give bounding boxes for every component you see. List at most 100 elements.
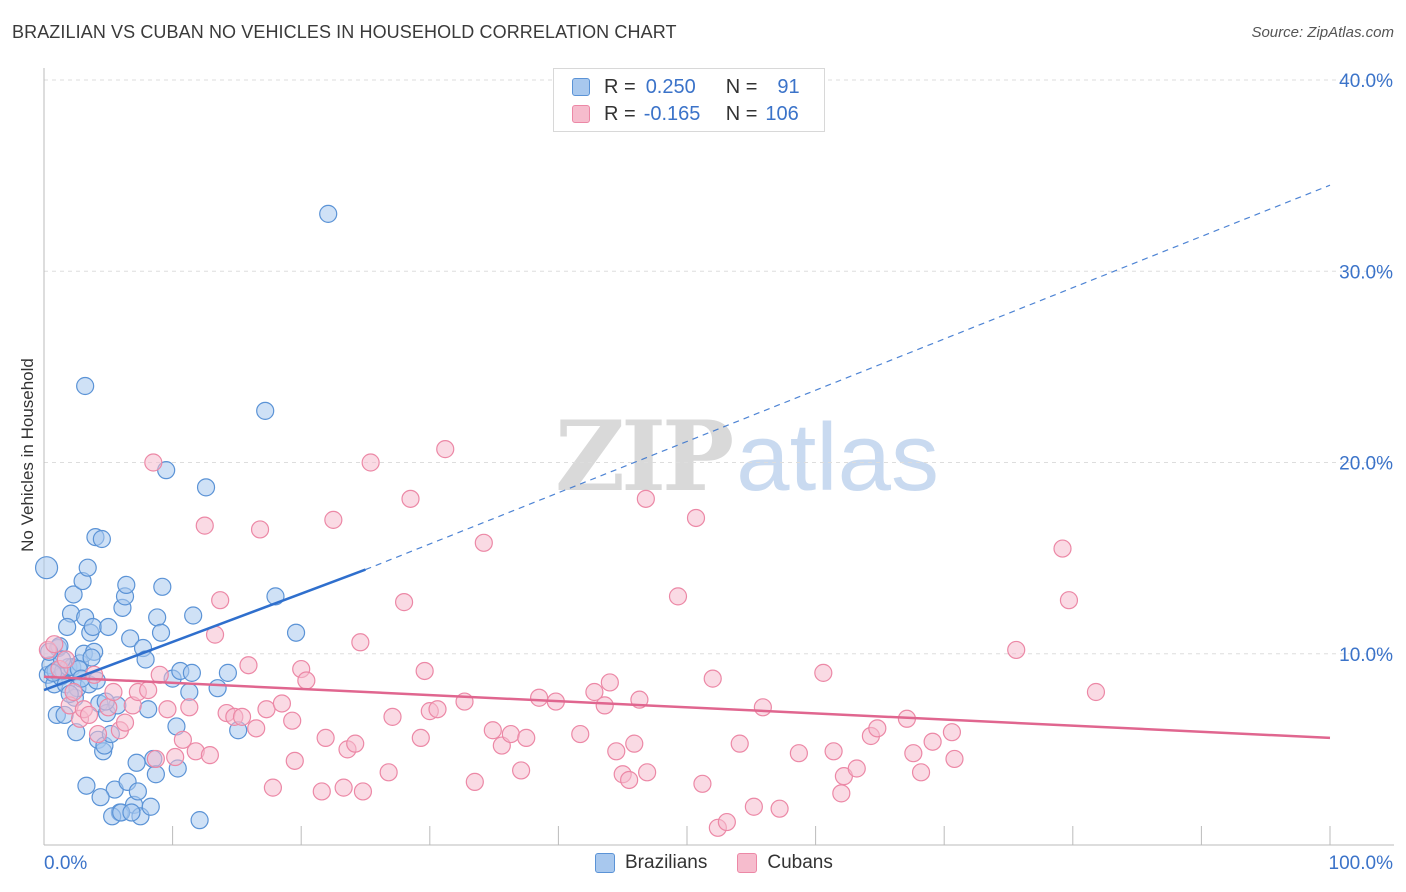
cubans-point-26: [200, 746, 219, 765]
brazilians-swatch-icon: [572, 78, 590, 96]
cubans-point-51: [379, 763, 398, 782]
cubans-swatch-icon: [572, 105, 590, 123]
cubans-point-55: [411, 728, 430, 748]
brazilians-point-36: [99, 617, 118, 637]
cubans-point-96: [847, 759, 866, 778]
series-legend: Brazilians Cubans: [595, 852, 863, 874]
cubans-point-12: [104, 682, 123, 702]
cubans-point-54: [401, 489, 420, 508]
cubans-point-88: [744, 797, 763, 816]
legend-item-cubans[interactable]: Cubans: [737, 852, 833, 874]
cubans-point-104: [945, 749, 964, 769]
legend-label-cubans: Cubans: [767, 852, 833, 873]
y-tick-label-2: 30.0%: [1339, 262, 1393, 283]
cubans-point-61: [465, 772, 484, 791]
cubans-point-3: [56, 650, 75, 669]
brazilians-point-70: [218, 663, 237, 682]
n-value: 91: [777, 75, 800, 98]
cubans-point-37: [272, 694, 292, 713]
cubans-point-83: [693, 774, 712, 793]
cubans-point-89: [753, 698, 772, 717]
brazilians-point-56: [148, 608, 167, 627]
cubans-point-84: [703, 669, 722, 688]
cubans-point-87: [730, 734, 749, 753]
cubans-point-73: [600, 673, 619, 692]
stats-row-cubans: R = -0.165 N = 106: [572, 102, 799, 126]
cubans-point-10: [88, 724, 108, 744]
stats-row-brazilians: R = 0.250 N = 91: [572, 75, 800, 99]
cubans-point-79: [636, 489, 655, 508]
watermark-atlas: atlas: [736, 404, 939, 511]
cubans-point-68: [530, 688, 549, 707]
chart-title: BRAZILIAN VS CUBAN NO VEHICLES IN HOUSEH…: [12, 22, 677, 42]
cubans-point-109: [146, 749, 165, 769]
cubans-point-42: [312, 782, 331, 801]
r-value: -0.165: [643, 102, 701, 125]
cubans-point-45: [334, 778, 353, 797]
brazilians-point-72: [256, 401, 275, 420]
brazilians-point-48: [128, 782, 147, 801]
cubans-point-17: [139, 680, 158, 700]
cubans-point-50: [361, 453, 380, 472]
brazilians-point-65: [182, 663, 201, 682]
cubans-point-91: [789, 744, 808, 763]
brazilians-point-23: [78, 558, 97, 577]
cubans-point-65: [501, 724, 520, 744]
brazilians-point-57: [151, 623, 171, 642]
axes: [43, 68, 1394, 846]
cubans-point-100: [904, 744, 923, 763]
cubans-point-72: [595, 696, 614, 715]
cubans-point-25: [195, 516, 214, 535]
cubans-point-32: [239, 656, 258, 675]
cubans-point-31: [232, 707, 252, 726]
cubans-point-105: [1007, 640, 1026, 660]
cubans-point-8: [79, 705, 99, 725]
cubans-point-101: [911, 763, 931, 782]
cubans-point-33: [247, 719, 266, 738]
cubans-point-74: [607, 742, 626, 761]
brazilians-point-88: [82, 648, 101, 667]
x-tick-label-1: 100.0%: [1329, 853, 1394, 874]
cubans-point-106: [1053, 539, 1072, 558]
cubans-point-49: [353, 782, 373, 801]
y-tick-label-1: 20.0%: [1339, 454, 1393, 475]
gridlines: [44, 79, 1394, 655]
cubans-point-23: [180, 698, 199, 717]
cubans-point-102: [923, 732, 942, 751]
cubans-point-39: [285, 751, 304, 770]
cubans-point-41: [297, 671, 316, 690]
r-label: R =: [604, 75, 636, 98]
brazilians-point-69: [208, 679, 227, 698]
cubans-point-108: [1086, 682, 1106, 702]
brazilians-point-32: [92, 529, 111, 549]
cubans-point-20: [158, 700, 177, 719]
cubans-point-63: [483, 721, 502, 740]
brazilians-point-84: [122, 803, 141, 822]
tick-labels: 10.0% 20.0% 30.0% 40.0% 0.0% 100.0%: [44, 71, 1393, 874]
cubans-point-62: [474, 533, 493, 552]
cubans-point-48: [351, 633, 370, 652]
n-value: 106: [765, 102, 799, 125]
cubans-point-5: [64, 682, 83, 702]
cubans-point-43: [316, 728, 335, 748]
cubans-point-59: [436, 440, 455, 459]
brazilians-point-58: [153, 577, 172, 596]
cubans-point-34: [250, 520, 270, 539]
cubans-point-1: [45, 635, 64, 654]
points: [34, 204, 1106, 837]
brazilians-point-45: [121, 629, 140, 648]
cubans-point-82: [686, 508, 706, 528]
cubans-point-44: [324, 510, 343, 529]
brazilians-point-18: [58, 617, 77, 637]
brazilians-trend-line: [43, 568, 366, 692]
brazilians-legend-icon: [595, 853, 615, 873]
legend-label-brazilians: Brazilians: [625, 852, 708, 873]
cubans-point-98: [868, 719, 887, 738]
r-value: 0.250: [645, 75, 696, 98]
legend-item-brazilians[interactable]: Brazilians: [595, 852, 707, 874]
cubans-point-90: [770, 799, 789, 818]
brazilians-point-81: [91, 788, 110, 807]
cubans-point-47: [346, 734, 365, 753]
cubans-point-94: [832, 784, 851, 803]
